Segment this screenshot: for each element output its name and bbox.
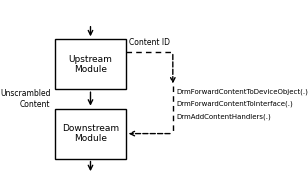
Text: DrmForwardContentToDeviceObject(.): DrmForwardContentToDeviceObject(.) [176,88,308,95]
Text: Upstream
Module: Upstream Module [69,55,112,74]
Text: Unscrambled
Content: Unscrambled Content [0,89,51,109]
Text: DrmAddContentHandlers(.): DrmAddContentHandlers(.) [176,113,271,120]
Bar [55,39,126,89]
Bar [55,109,126,159]
Text: DrmForwardContentToInterface(.): DrmForwardContentToInterface(.) [176,101,293,107]
Text: Downstream
Module: Downstream Module [62,124,119,143]
Text: Content ID: Content ID [129,38,170,47]
